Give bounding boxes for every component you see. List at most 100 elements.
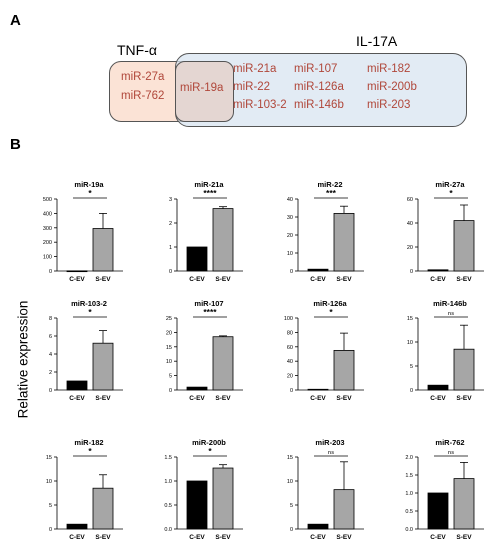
bar <box>427 492 449 530</box>
panel-label-a: A <box>10 12 21 29</box>
y-tick-label: 25 <box>166 316 172 322</box>
significance-label: *** <box>326 188 337 198</box>
y-tick-label: 40 <box>287 359 293 365</box>
y-tick-label: 300 <box>43 226 52 232</box>
y-tick-label: 2 <box>169 221 172 227</box>
x-tick-label: C-EV <box>430 395 446 402</box>
y-tick-label: 0.0 <box>405 527 413 533</box>
bar <box>333 349 355 391</box>
x-tick-label: C-EV <box>69 534 85 541</box>
bar <box>427 384 449 391</box>
chart-title: miR-27a <box>435 180 465 189</box>
x-tick-label: S-EV <box>95 534 111 541</box>
venn-mir-label: miR-19a <box>180 82 224 94</box>
chart-title: miR-146b <box>433 299 467 308</box>
y-tick-label: 200 <box>43 240 52 246</box>
y-tick-label: 0.5 <box>405 509 413 515</box>
x-tick-label: C-EV <box>189 395 205 402</box>
chart-title: miR-21a <box>194 180 224 189</box>
x-tick-label: C-EV <box>189 534 205 541</box>
bar <box>92 487 114 530</box>
bar <box>453 348 475 391</box>
y-tick-label: 60 <box>287 345 293 351</box>
chart-title: miR-103-2 <box>71 299 107 308</box>
x-tick-label: S-EV <box>336 534 352 541</box>
y-tick-label: 0 <box>290 269 293 275</box>
y-tick-label: 60 <box>407 197 413 203</box>
significance-label: * <box>88 446 92 456</box>
x-tick-label: S-EV <box>95 276 111 283</box>
venn-left-title: TNF-α <box>117 42 157 58</box>
y-tick-label: 0 <box>49 527 52 533</box>
chart-title: miR-762 <box>435 438 464 447</box>
y-tick-label: 0 <box>169 269 172 275</box>
y-tick-label: 100 <box>43 255 52 261</box>
y-tick-label: 0 <box>49 388 52 394</box>
y-tick-label: 0 <box>290 388 293 394</box>
bar <box>427 269 449 272</box>
y-tick-label: 8 <box>49 316 52 322</box>
venn-mir-label: miR-103-2 <box>233 99 287 111</box>
y-tick-label: 400 <box>43 211 52 217</box>
x-tick-label: C-EV <box>310 276 326 283</box>
significance-label: **** <box>203 188 217 198</box>
y-tick-label: 0 <box>290 527 293 533</box>
significance-label: * <box>208 446 212 456</box>
y-tick-label: 10 <box>287 479 293 485</box>
bar <box>66 523 88 530</box>
y-tick-label: 20 <box>166 330 172 336</box>
panel-label-b: B <box>10 136 21 153</box>
x-tick-label: S-EV <box>336 276 352 283</box>
y-tick-label: 10 <box>46 479 52 485</box>
y-tick-label: 20 <box>407 245 413 251</box>
x-tick-label: S-EV <box>215 276 231 283</box>
bar <box>307 268 329 272</box>
y-tick-label: 15 <box>407 316 413 322</box>
x-tick-label: C-EV <box>310 534 326 541</box>
bar <box>186 480 208 530</box>
venn-intersection <box>175 61 234 122</box>
y-tick-label: 2.0 <box>405 455 413 461</box>
y-tick-label: 40 <box>287 197 293 203</box>
venn-mir-label: miR-146b <box>294 99 344 111</box>
bar <box>453 478 475 530</box>
bar <box>212 336 234 391</box>
x-tick-label: S-EV <box>215 395 231 402</box>
x-tick-label: C-EV <box>430 534 446 541</box>
y-tick-label: 5 <box>49 503 52 509</box>
y-tick-label: 20 <box>287 374 293 380</box>
chart-title: miR-126a <box>313 299 347 308</box>
chart-title: miR-22 <box>317 180 342 189</box>
venn-mir-label: miR-22 <box>233 81 271 93</box>
y-tick-label: 10 <box>166 359 172 365</box>
y-tick-label: 0.0 <box>164 527 172 533</box>
significance-label: ns <box>328 450 334 456</box>
bar <box>212 208 234 272</box>
x-tick-label: C-EV <box>430 276 446 283</box>
bar <box>66 380 88 391</box>
venn-mir-label: miR-107 <box>294 63 338 75</box>
y-tick-label: 15 <box>287 455 293 461</box>
y-tick-label: 1.5 <box>405 473 413 479</box>
bar <box>186 386 208 391</box>
x-tick-label: S-EV <box>215 534 231 541</box>
x-tick-label: S-EV <box>456 395 472 402</box>
chart-title: miR-203 <box>315 438 344 447</box>
y-tick-label: 1.0 <box>405 491 413 497</box>
y-tick-label: 30 <box>287 215 293 221</box>
y-tick-label: 0 <box>169 388 172 394</box>
bar <box>92 342 114 391</box>
y-tick-label: 20 <box>287 233 293 239</box>
bar <box>453 220 475 272</box>
x-tick-label: C-EV <box>189 276 205 283</box>
significance-label: * <box>329 307 333 317</box>
x-tick-label: C-EV <box>310 395 326 402</box>
chart-title: miR-19a <box>74 180 104 189</box>
y-tick-label: 0 <box>410 388 413 394</box>
venn-mir-label: miR-27a <box>121 71 165 83</box>
bar <box>212 467 234 530</box>
chart-title: miR-107 <box>194 299 223 308</box>
y-tick-label: 15 <box>46 455 52 461</box>
x-tick-label: S-EV <box>336 395 352 402</box>
